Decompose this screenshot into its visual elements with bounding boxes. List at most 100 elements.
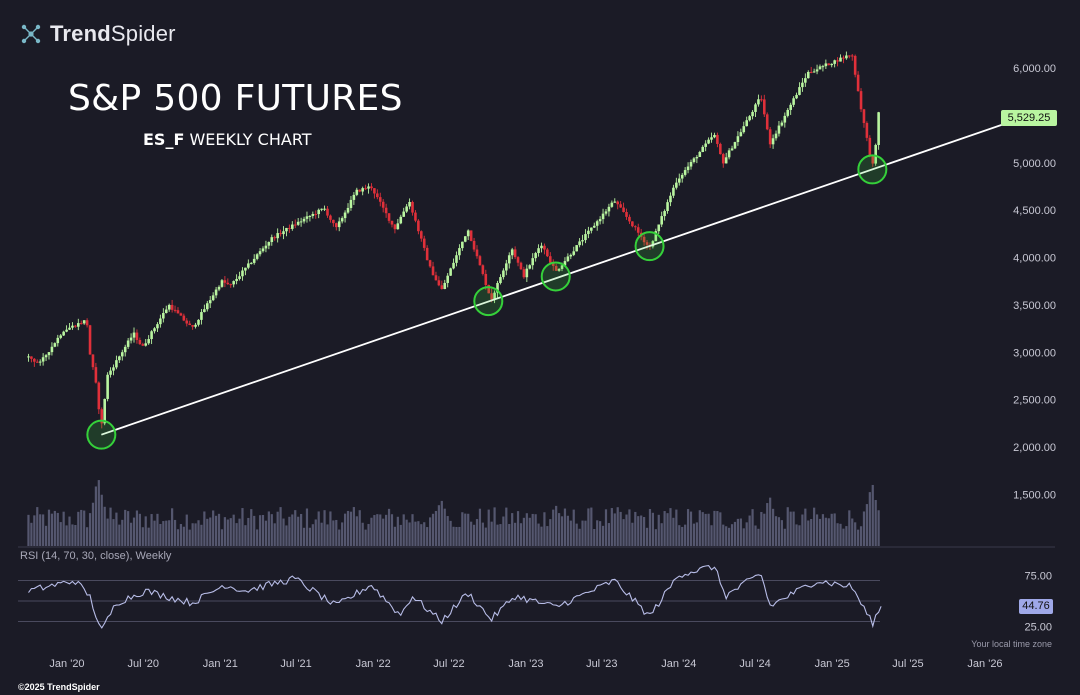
volume-bar: [370, 517, 373, 546]
volume-bar: [138, 513, 141, 546]
candle-body: [469, 230, 473, 241]
volume-bar: [109, 507, 112, 546]
volume-bar: [695, 522, 698, 546]
volume-bar: [279, 507, 282, 546]
volume-bar: [373, 515, 376, 546]
volume-bar: [235, 523, 238, 546]
volume-bar: [335, 519, 338, 546]
volume-bar: [634, 511, 637, 546]
volume-bar: [572, 509, 575, 546]
volume-bar: [320, 522, 323, 546]
candle-body: [77, 323, 80, 327]
y-axis-tick-label: 3,500.00: [1013, 300, 1056, 312]
volume-bar: [188, 529, 191, 546]
candle-body: [496, 283, 499, 293]
volume-bar: [77, 511, 80, 546]
candle-body: [373, 188, 376, 194]
volume-bar: [490, 521, 493, 546]
volume-bar: [795, 524, 798, 546]
volume-bar: [443, 508, 446, 546]
candle-body: [853, 55, 857, 75]
volume-bar: [640, 515, 643, 546]
volume-bar: [191, 523, 194, 546]
candle-body: [443, 282, 447, 290]
candle-body: [613, 201, 617, 203]
candle-body: [273, 237, 277, 239]
candle-body: [534, 253, 537, 259]
volume-bar: [247, 517, 250, 546]
candle-body: [220, 280, 224, 287]
candle-body: [249, 262, 253, 264]
volume-bar: [420, 524, 423, 546]
candle-body: [65, 329, 68, 332]
candle-body: [425, 247, 429, 261]
candle-body: [340, 218, 344, 222]
candle-body: [461, 241, 464, 249]
volume-bar: [546, 526, 549, 546]
candle-body: [203, 309, 206, 313]
subtitle-text: WEEKLY CHART: [189, 130, 312, 149]
volume-bar: [414, 521, 417, 546]
volume-bar: [343, 513, 347, 546]
candle-body: [35, 361, 39, 363]
candle-body: [587, 230, 590, 235]
candle-body: [311, 213, 315, 216]
candle-body: [675, 182, 678, 188]
volume-bar: [493, 507, 496, 546]
candle-body: [182, 315, 186, 321]
volume-bar: [352, 507, 355, 546]
volume-bar: [408, 522, 411, 546]
candle-body: [616, 201, 620, 205]
volume-bar: [428, 517, 432, 546]
volume-bar: [30, 522, 33, 546]
candle-body: [296, 221, 300, 225]
candle-body: [677, 178, 681, 183]
candle-body: [399, 216, 403, 224]
candle-body: [41, 357, 45, 362]
candle-body: [578, 241, 581, 246]
candle-body: [370, 186, 373, 189]
candle-body: [871, 155, 875, 164]
volume-bar: [686, 509, 690, 546]
volume-bar: [121, 519, 124, 546]
volume-bar: [53, 510, 56, 546]
candle-body: [839, 57, 842, 62]
volume-bar: [241, 508, 244, 546]
volume-bar: [206, 518, 209, 546]
y-axis-tick-label: 2,500.00: [1013, 395, 1056, 407]
candle-body: [387, 213, 391, 221]
candle-body: [634, 226, 637, 228]
candle-body: [575, 245, 578, 252]
candle-body: [551, 262, 555, 266]
volume-bar: [728, 527, 731, 546]
candle-body: [475, 249, 479, 257]
timezone-label[interactable]: Your local time zone: [971, 639, 1052, 649]
candle-body: [827, 63, 831, 66]
volume-bar: [214, 515, 218, 546]
volume-bar: [736, 518, 740, 546]
volume-bar: [681, 526, 684, 546]
candle-body: [780, 122, 784, 126]
volume-bar: [314, 519, 317, 546]
volume-bar: [364, 529, 367, 546]
candle-body: [358, 189, 362, 192]
volume-bar: [701, 512, 704, 546]
volume-bar: [455, 526, 458, 546]
volume-bar: [798, 525, 801, 546]
volume-bar: [338, 529, 341, 546]
volume-bar: [94, 486, 97, 546]
candle-body: [129, 337, 133, 341]
chart-title: S&P 500 FUTURES: [68, 78, 403, 119]
candle-body: [120, 352, 124, 357]
last-price-badge: 5,529.25: [1001, 110, 1057, 126]
volume-bar: [226, 519, 229, 546]
candle-body: [94, 367, 98, 383]
volume-bar: [769, 497, 772, 546]
volume-bar: [613, 513, 616, 546]
candle-body: [484, 273, 488, 285]
volume-bar: [367, 523, 370, 546]
candle-body: [654, 231, 658, 242]
volume-bar: [859, 526, 863, 546]
rsi-axis-tick-label: 25.00: [1024, 622, 1052, 634]
